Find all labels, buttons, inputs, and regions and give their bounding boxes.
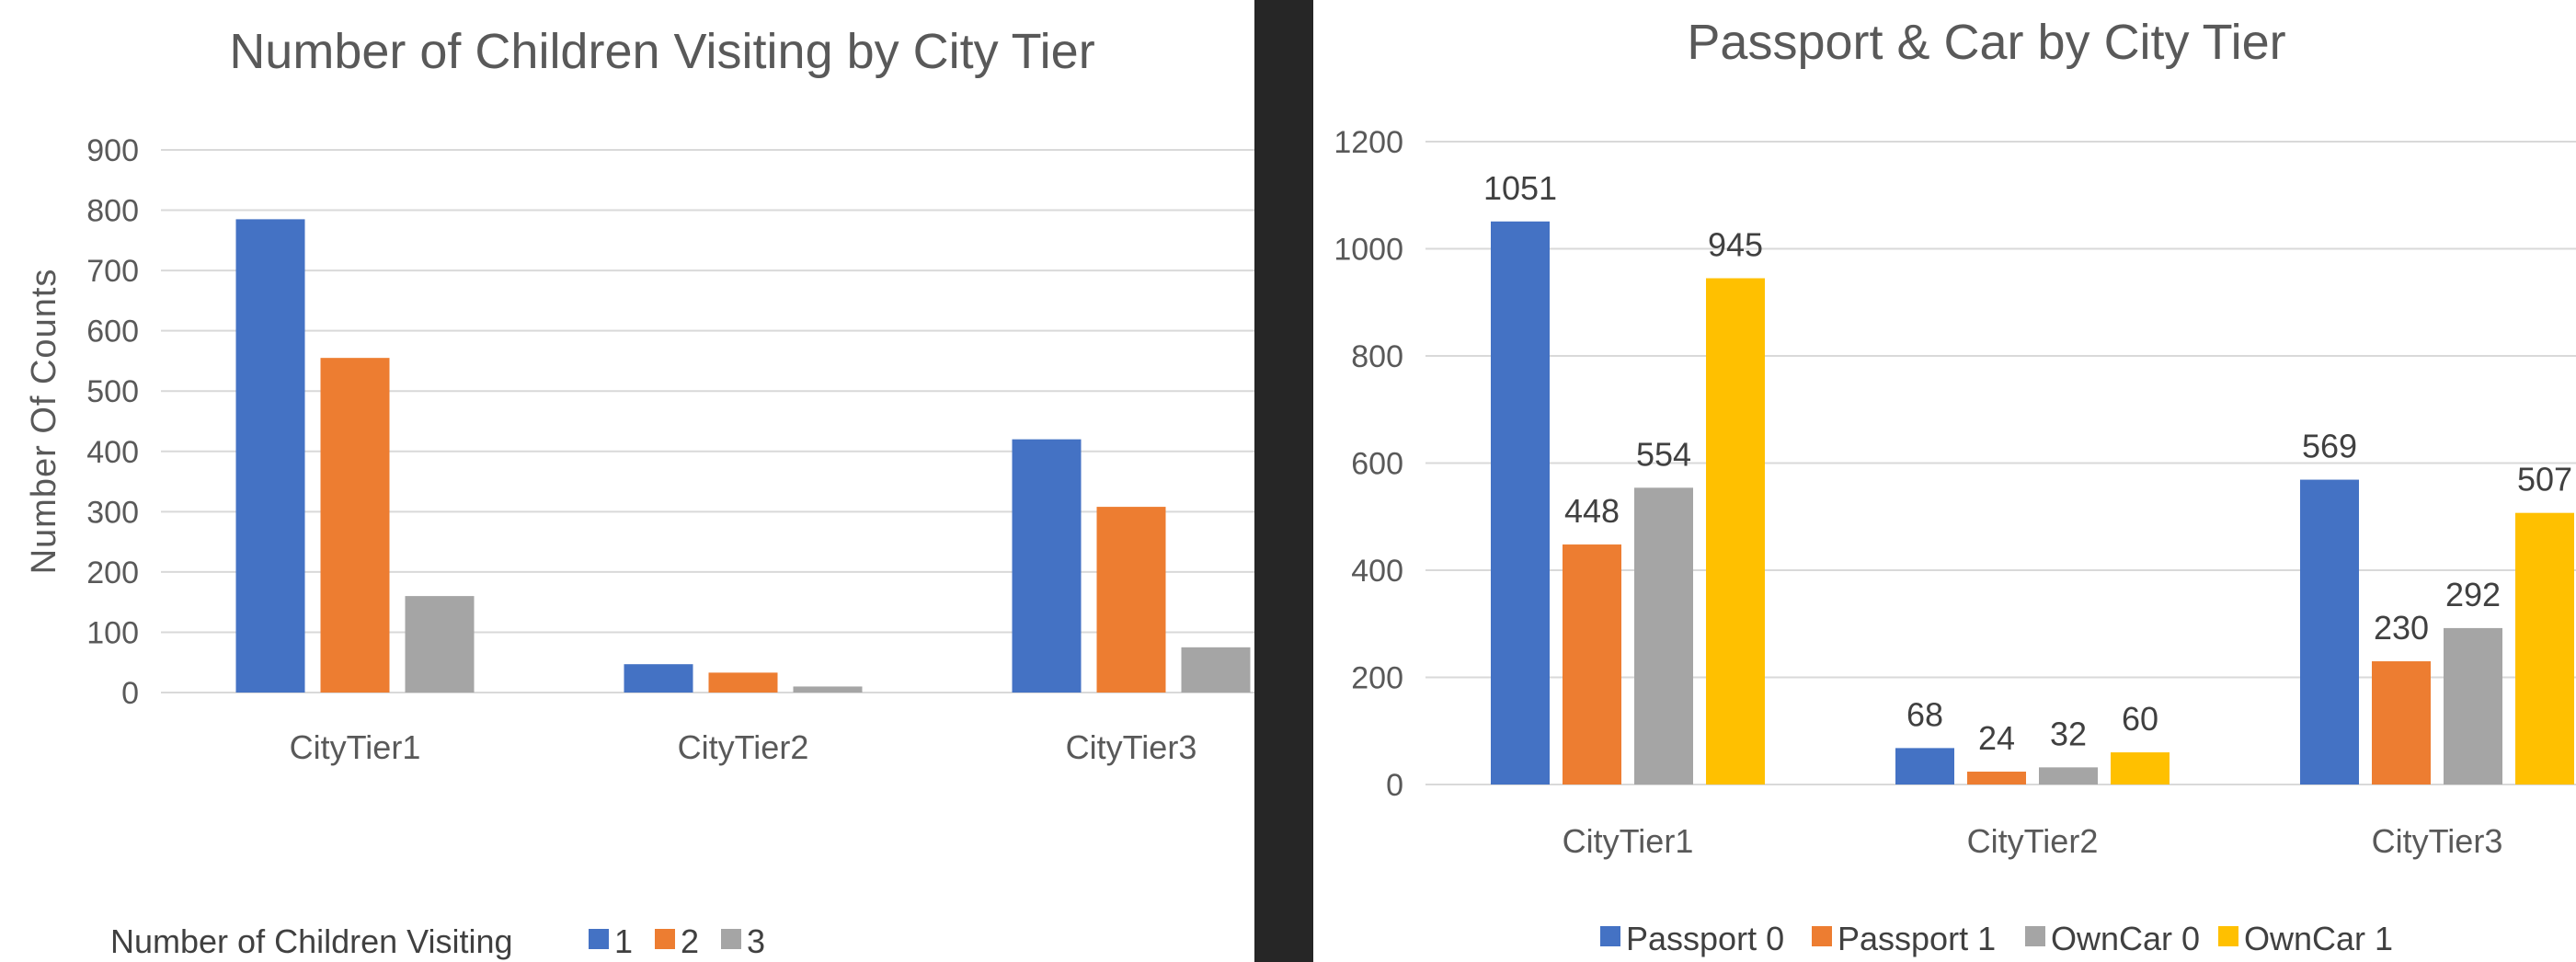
bar [405, 596, 475, 693]
y-tick-label: 900 [86, 133, 139, 168]
passport-car-chart: Passport & Car by City Tier 0 200 400 600 800… [1313, 0, 2576, 962]
data-label: 945 [1708, 226, 1763, 264]
y-axis-label: Number Of Counts [25, 269, 63, 575]
panel-divider [1254, 0, 1313, 962]
bar [1563, 544, 1621, 784]
data-label: 448 [1564, 492, 1620, 530]
y-tick-label: 600 [86, 315, 139, 349]
bar [320, 358, 390, 693]
data-label: 32 [2050, 715, 2087, 752]
children-visiting-chart: Number of Children Visiting by City Tier… [0, 0, 1254, 962]
chart-title: Number of Children Visiting by City Tier [229, 24, 1094, 79]
legend-swatch [1812, 926, 1832, 946]
legend-swatch [1600, 926, 1620, 946]
y-tick-label: 1000 [1334, 233, 1403, 268]
bar [793, 686, 863, 693]
bar [1634, 487, 1693, 784]
bar [1181, 647, 1251, 693]
x-tick-label: CityTier2 [1967, 822, 2099, 860]
y-tick-label: 0 [1386, 768, 1403, 803]
bar [708, 672, 778, 693]
x-tick-label: CityTier2 [678, 728, 809, 766]
y-tick-label: 600 [1351, 447, 1403, 482]
legend-label: 2 [681, 922, 699, 960]
bar [2372, 661, 2431, 784]
bar [1967, 772, 2026, 784]
bar [235, 219, 305, 693]
data-label: 230 [2374, 609, 2429, 647]
y-tick-label: 500 [86, 374, 139, 409]
data-label: 292 [2445, 576, 2501, 613]
legend-swatch [589, 929, 609, 949]
y-tick-label: 100 [86, 615, 139, 650]
bar [2039, 767, 2098, 784]
y-tick-label: 0 [121, 676, 139, 711]
bar [2300, 479, 2359, 784]
bar [624, 664, 693, 693]
legend-swatch [2218, 926, 2238, 946]
data-label: 507 [2517, 461, 2572, 498]
bar [2111, 752, 2170, 784]
legend-label: OwnCar 1 [2244, 920, 2393, 957]
y-tick-label: 400 [1351, 554, 1403, 589]
bar [1706, 278, 1765, 785]
data-label: 60 [2122, 700, 2158, 738]
bar [1895, 748, 1954, 784]
x-tick-label: CityTier3 [1066, 728, 1197, 766]
legend-label: 1 [614, 922, 633, 960]
legend-label: OwnCar 0 [2051, 920, 2200, 957]
y-tick-label: 800 [1351, 339, 1403, 374]
data-label: 1051 [1483, 169, 1557, 207]
children-visiting-chart-svg: Number of Children Visiting by City Tier… [25, 24, 1254, 960]
chart-title: Passport & Car by City Tier [1687, 15, 2285, 70]
x-tick-label: CityTier1 [1563, 822, 1694, 860]
x-tick-label: CityTier1 [290, 728, 421, 766]
legend-swatch [655, 929, 675, 949]
y-tick-label: 200 [1351, 661, 1403, 696]
y-tick-label: 800 [86, 194, 139, 229]
legend-label: Passport 0 [1626, 920, 1784, 957]
data-label: 554 [1636, 435, 1691, 473]
data-label: 68 [1906, 695, 1943, 733]
bar [1096, 507, 1166, 693]
y-tick-label: 1200 [1334, 125, 1403, 160]
legend-label: 3 [747, 922, 765, 960]
passport-car-chart-svg: Passport & Car by City Tier 0 200 400 600 800… [1334, 15, 2576, 957]
bar [2515, 512, 2574, 784]
bar [1491, 221, 1550, 785]
x-tick-label: CityTier3 [2372, 822, 2503, 860]
legend-title: Number of Children Visiting [110, 922, 513, 960]
y-tick-label: 400 [86, 435, 139, 470]
data-label: 569 [2302, 428, 2357, 465]
data-label: 24 [1978, 719, 2015, 757]
legend-swatch [2025, 926, 2045, 946]
bar [1012, 439, 1082, 693]
y-tick-label: 200 [86, 555, 139, 590]
legend-swatch [721, 929, 741, 949]
y-tick-label: 700 [86, 254, 139, 289]
bar [2444, 627, 2502, 784]
legend-label: Passport 1 [1838, 920, 1996, 957]
y-tick-label: 300 [86, 495, 139, 530]
